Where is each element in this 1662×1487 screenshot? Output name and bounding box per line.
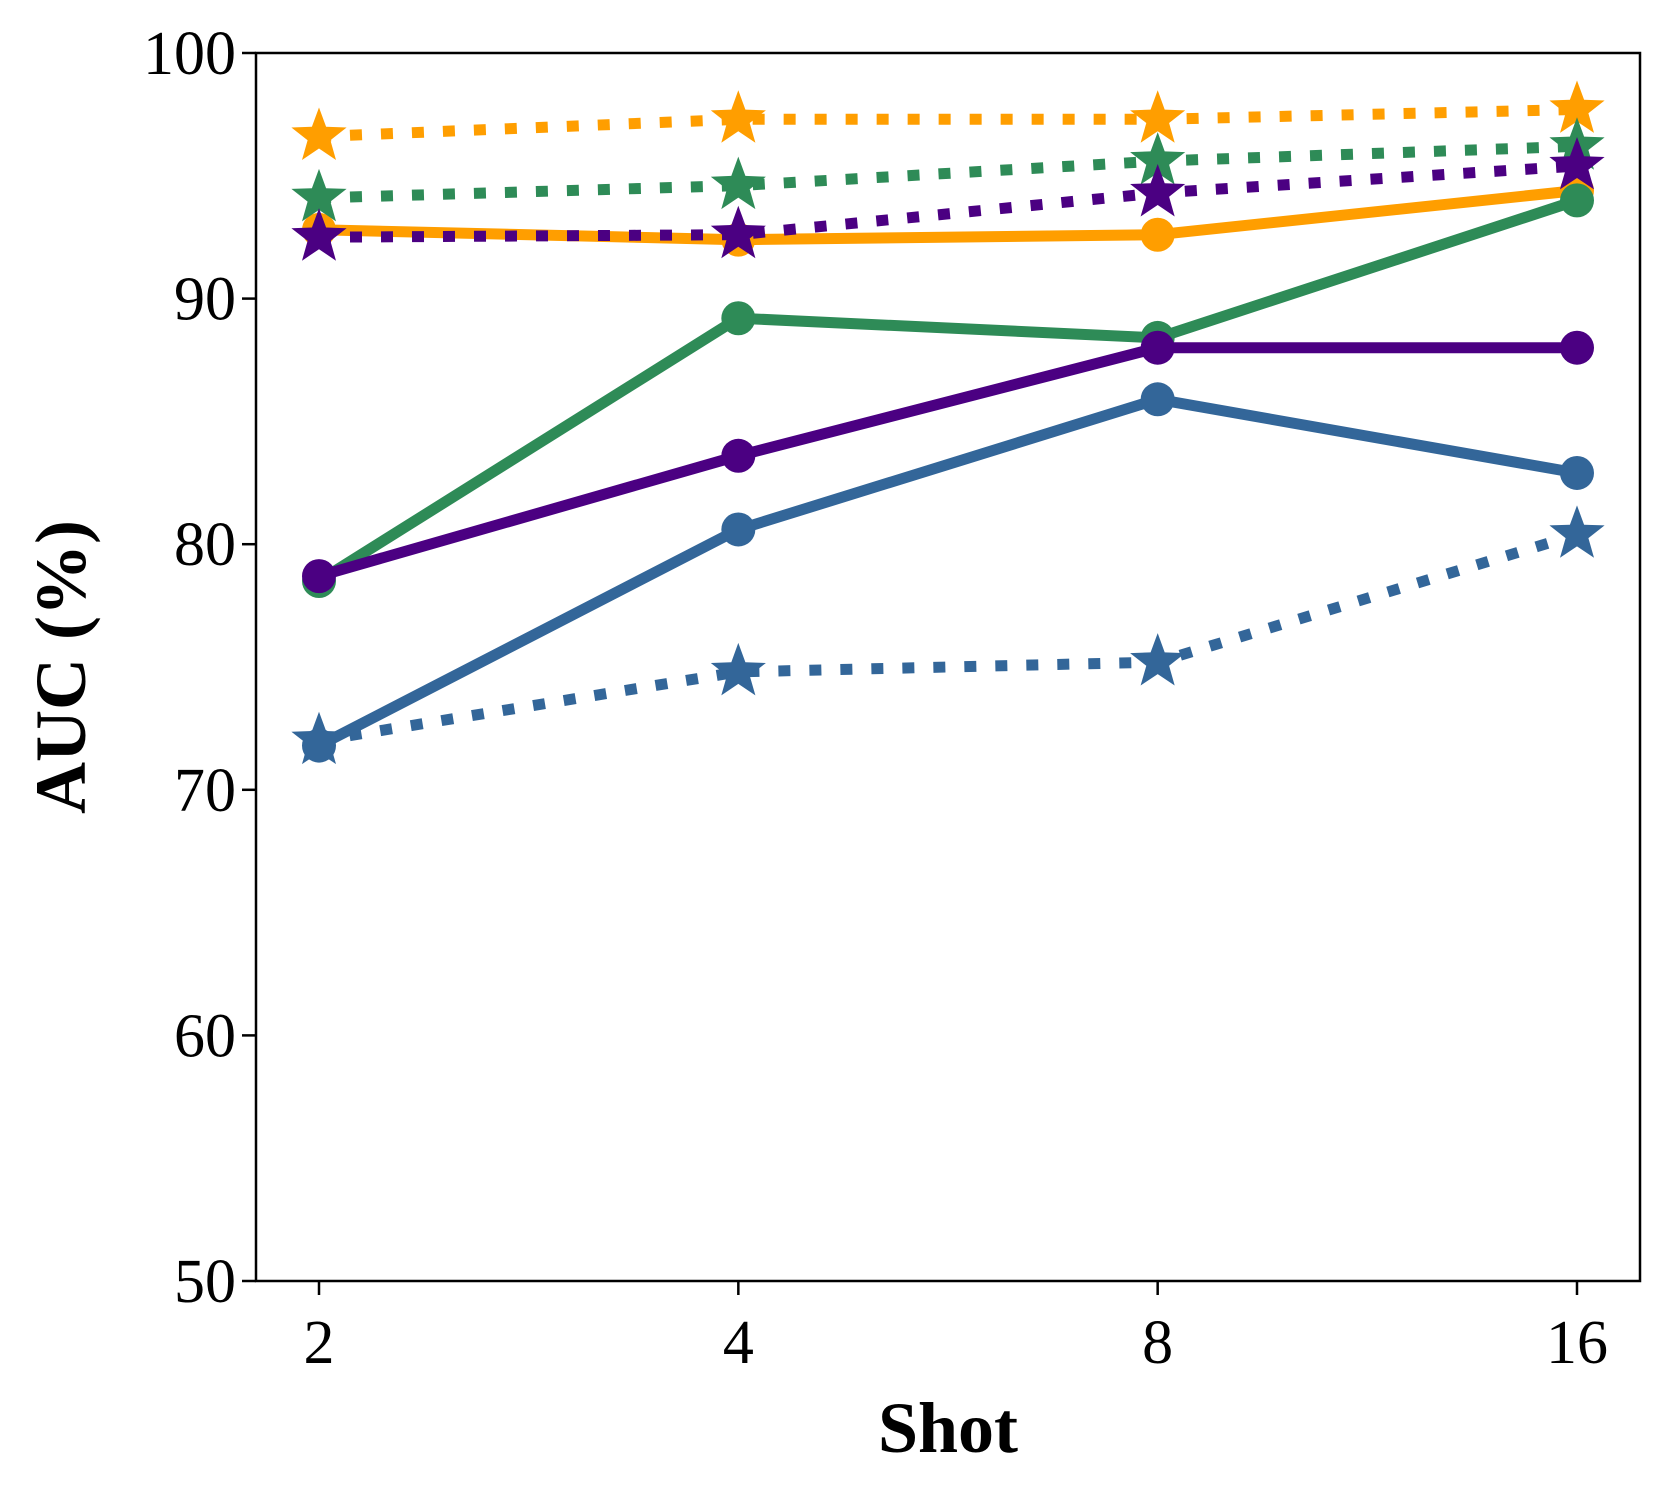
plot-frame [254,51,1642,1283]
series-layer [291,80,1605,765]
series-7 [291,505,1605,765]
data-point-star [1130,633,1186,686]
data-point-star [291,711,347,765]
data-point [721,438,756,473]
series-line [318,529,1579,747]
series-line [316,195,1579,586]
data-point-star [710,205,766,259]
data-point [1560,330,1594,365]
y-tick-label: 100 [143,20,236,88]
series-2 [302,330,1594,594]
data-point [1560,183,1594,218]
data-point [1140,217,1175,252]
x-tick-label: 8 [1142,1309,1173,1377]
data-point-star [1130,90,1186,143]
x-axis-title: Shot [878,1388,1018,1468]
data-point-star [291,208,347,261]
data-point [1140,330,1175,365]
data-point-star [291,168,347,222]
data-point [721,512,756,547]
series-6 [291,137,1605,261]
y-tick-label: 80 [174,511,236,579]
series-line [318,160,1578,243]
x-tick-label: 2 [304,1309,335,1377]
data-point [302,559,336,594]
series-line [316,393,1578,751]
series-1 [302,183,1594,599]
data-point-star [710,642,766,696]
data-point-star [1130,164,1186,217]
y-axis-title: AUC (%) [21,520,101,814]
data-point-star [1130,132,1186,185]
x-tick-label: 16 [1546,1309,1608,1377]
data-point-star [291,107,347,160]
y-tick-label: 60 [174,1002,236,1070]
data-point [1140,382,1175,417]
y-tick-label: 50 [174,1248,236,1316]
y-axis-ticks: 50 60 70 80 90 100 [143,20,256,1316]
series-line [318,104,1578,142]
series-line [317,342,1577,582]
data-point-star [1549,505,1605,558]
x-axis-ticks: 2 4 8 16 [304,1281,1608,1377]
y-tick-label: 70 [174,757,236,825]
data-point-star [710,90,766,143]
series-3 [302,382,1594,763]
x-tick-label: 4 [723,1309,754,1377]
plot-area: 2 4 8 16 50 60 70 80 90 100 [143,20,1642,1377]
data-point-star [710,156,766,210]
series-line [318,140,1578,204]
data-point [1560,455,1594,490]
y-tick-label: 90 [174,266,236,334]
data-point-star [1549,80,1605,133]
data-point-star [1549,137,1605,190]
series-line [318,185,1578,246]
series-4 [291,80,1605,160]
data-point [721,301,756,336]
